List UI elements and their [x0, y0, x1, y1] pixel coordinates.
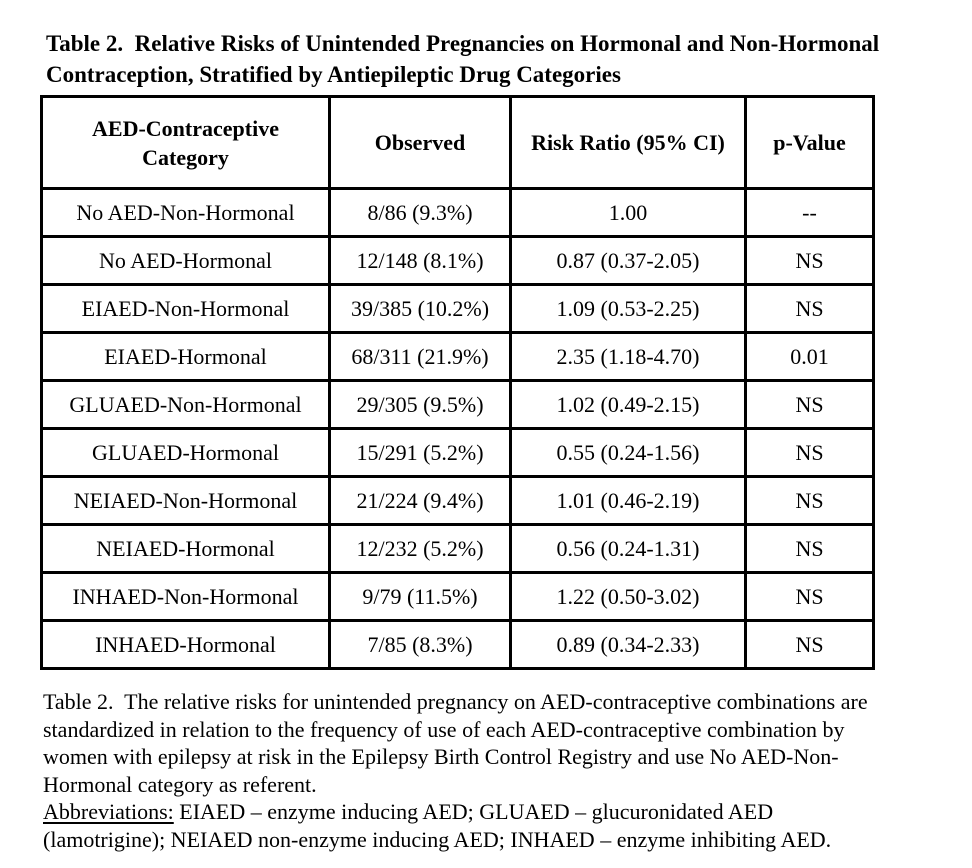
- cell-category: NEIAED-Hormonal: [40, 523, 331, 574]
- cell-risk-ratio: 0.89 (0.34-2.33): [509, 619, 747, 670]
- cell-risk-ratio: 2.35 (1.18-4.70): [509, 331, 747, 382]
- caption-line-4: Hormonal category as referent.: [43, 771, 317, 797]
- table-title: Table 2. Relative Risks of Unintended Pr…: [46, 28, 879, 90]
- cell-category: EIAED-Hormonal: [40, 331, 331, 382]
- table-row: NEIAED-Hormonal 12/232 (5.2%) 0.56 (0.24…: [40, 523, 875, 574]
- cell-category: No AED-Non-Hormonal: [40, 187, 331, 238]
- abbreviations-label: Abbreviations:: [43, 799, 174, 824]
- table-row: EIAED-Hormonal 68/311 (21.9%) 2.35 (1.18…: [40, 331, 875, 382]
- cell-p-value: NS: [744, 571, 875, 622]
- column-header-p-value: p-Value: [744, 95, 875, 190]
- cell-observed: 12/148 (8.1%): [328, 235, 512, 286]
- abbreviations-line-2: (lamotrigine); NEIAED non-enzyme inducin…: [43, 826, 832, 852]
- caption-line-3: women with epilepsy at risk in the Epile…: [43, 744, 839, 769]
- cell-category: EIAED-Non-Hormonal: [40, 283, 331, 334]
- cell-risk-ratio: 1.00: [509, 187, 747, 238]
- cell-category: INHAED-Non-Hormonal: [40, 571, 331, 622]
- cell-observed: 12/232 (5.2%): [328, 523, 512, 574]
- cell-observed: 7/85 (8.3%): [328, 619, 512, 670]
- cell-p-value: NS: [744, 427, 875, 478]
- table-row: GLUAED-Non-Hormonal 29/305 (9.5%) 1.02 (…: [40, 379, 875, 430]
- cell-risk-ratio: 0.55 (0.24-1.56): [509, 427, 747, 478]
- header-row: AED-Contraceptive Category Observed Risk…: [40, 95, 875, 190]
- cell-observed: 15/291 (5.2%): [328, 427, 512, 478]
- caption-line-2: standardized in relation to the frequenc…: [43, 716, 845, 742]
- cell-p-value: NS: [744, 619, 875, 670]
- cell-risk-ratio: 0.87 (0.37-2.05): [509, 235, 747, 286]
- cell-observed: 39/385 (10.2%): [328, 283, 512, 334]
- table-row: INHAED-Non-Hormonal 9/79 (11.5%) 1.22 (0…: [40, 571, 875, 622]
- cell-p-value: NS: [744, 235, 875, 286]
- table-row: No AED-Hormonal 12/148 (8.1%) 0.87 (0.37…: [40, 235, 875, 286]
- abbreviations-text: EIAED – enzyme inducing AED; GLUAED – gl…: [173, 799, 774, 824]
- cell-p-value: --: [744, 187, 875, 238]
- table-caption: Table 2. The relative risks for unintend…: [43, 688, 868, 853]
- cell-p-value: NS: [744, 283, 875, 334]
- table-row: NEIAED-Non-Hormonal 21/224 (9.4%) 1.01 (…: [40, 475, 875, 526]
- cell-p-value: NS: [744, 475, 875, 526]
- cell-category: No AED-Hormonal: [40, 235, 331, 286]
- table-row: EIAED-Non-Hormonal 39/385 (10.2%) 1.09 (…: [40, 283, 875, 334]
- cell-observed: 68/311 (21.9%): [328, 331, 512, 382]
- cell-observed: 21/224 (9.4%): [328, 475, 512, 526]
- cell-risk-ratio: 0.56 (0.24-1.31): [509, 523, 747, 574]
- abbreviations-line-1: Abbreviations: EIAED – enzyme inducing A…: [43, 798, 868, 826]
- column-header-risk-ratio: Risk Ratio (95% CI): [509, 95, 747, 190]
- cell-category: NEIAED-Non-Hormonal: [40, 475, 331, 526]
- cell-p-value: NS: [744, 379, 875, 430]
- cell-risk-ratio: 1.22 (0.50-3.02): [509, 571, 747, 622]
- cell-risk-ratio: 1.02 (0.49-2.15): [509, 379, 747, 430]
- results-table: AED-Contraceptive Category Observed Risk…: [40, 95, 875, 670]
- cell-p-value: 0.01: [744, 331, 875, 382]
- cell-category: GLUAED-Hormonal: [40, 427, 331, 478]
- cell-category: INHAED-Hormonal: [40, 619, 331, 670]
- cell-p-value: NS: [744, 523, 875, 574]
- column-header-observed: Observed: [328, 95, 512, 190]
- cell-category: GLUAED-Non-Hormonal: [40, 379, 331, 430]
- table-row: INHAED-Hormonal 7/85 (8.3%) 0.89 (0.34-2…: [40, 619, 875, 670]
- table-row: GLUAED-Hormonal 15/291 (5.2%) 0.55 (0.24…: [40, 427, 875, 478]
- cell-observed: 29/305 (9.5%): [328, 379, 512, 430]
- cell-risk-ratio: 1.01 (0.46-2.19): [509, 475, 747, 526]
- caption-line-1: Table 2. The relative risks for unintend…: [43, 689, 868, 714]
- table-title-line-2: Contraception, Stratified by Antiepilept…: [46, 62, 621, 87]
- cell-observed: 9/79 (11.5%): [328, 571, 512, 622]
- cell-risk-ratio: 1.09 (0.53-2.25): [509, 283, 747, 334]
- table-row: No AED-Non-Hormonal 8/86 (9.3%) 1.00 --: [40, 187, 875, 238]
- table-title-line-1: Table 2. Relative Risks of Unintended Pr…: [46, 31, 880, 56]
- cell-observed: 8/86 (9.3%): [328, 187, 512, 238]
- column-header-category: AED-Contraceptive Category: [40, 95, 331, 190]
